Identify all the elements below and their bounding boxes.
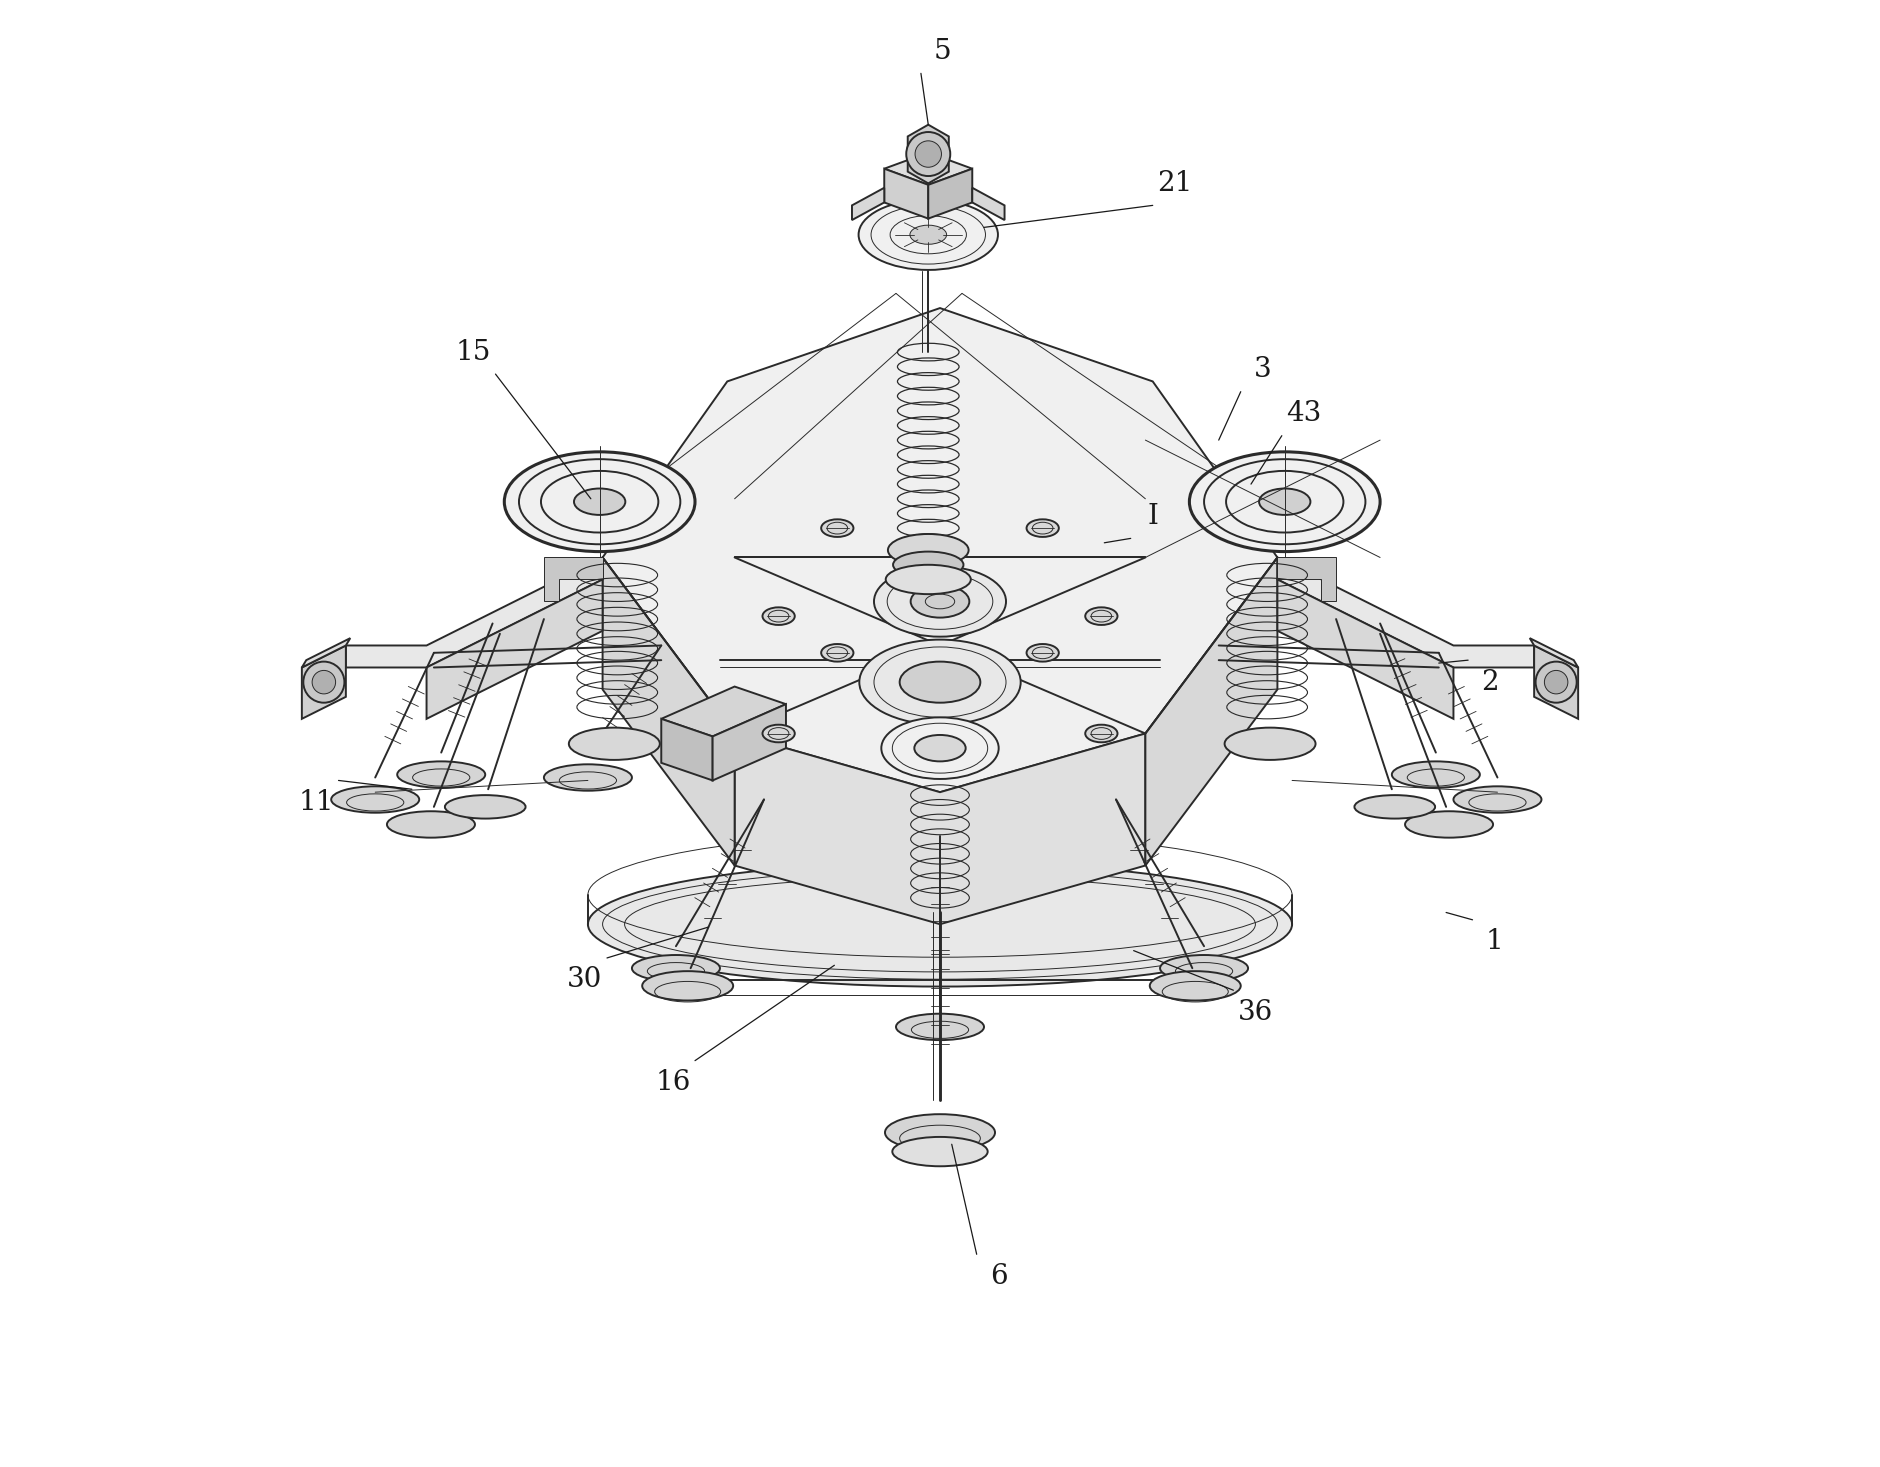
- Text: 1: 1: [1485, 929, 1504, 955]
- Polygon shape: [543, 557, 603, 601]
- Polygon shape: [1277, 557, 1337, 601]
- Text: 43: 43: [1286, 400, 1322, 427]
- Ellipse shape: [874, 566, 1006, 637]
- Ellipse shape: [914, 735, 966, 761]
- Polygon shape: [1277, 557, 1534, 667]
- Ellipse shape: [893, 1137, 987, 1166]
- Text: 11: 11: [299, 789, 335, 816]
- Ellipse shape: [822, 644, 854, 662]
- Polygon shape: [908, 125, 949, 183]
- Polygon shape: [603, 308, 1277, 792]
- Text: 21: 21: [1156, 170, 1192, 197]
- Polygon shape: [735, 734, 1145, 924]
- Ellipse shape: [1085, 725, 1117, 742]
- Polygon shape: [303, 638, 350, 667]
- Ellipse shape: [1085, 607, 1117, 625]
- Ellipse shape: [882, 717, 998, 779]
- Polygon shape: [1534, 645, 1577, 719]
- Polygon shape: [427, 579, 603, 719]
- Ellipse shape: [763, 607, 795, 625]
- Circle shape: [916, 141, 942, 167]
- Text: 36: 36: [1237, 999, 1273, 1025]
- Ellipse shape: [763, 725, 795, 742]
- Ellipse shape: [1453, 786, 1542, 813]
- Ellipse shape: [570, 728, 660, 760]
- Ellipse shape: [331, 786, 419, 813]
- Ellipse shape: [1224, 728, 1316, 760]
- Ellipse shape: [1391, 761, 1480, 788]
- Ellipse shape: [901, 662, 979, 703]
- Text: 3: 3: [1254, 356, 1271, 383]
- Ellipse shape: [893, 552, 963, 578]
- Ellipse shape: [1151, 971, 1241, 1000]
- Polygon shape: [303, 645, 346, 719]
- Ellipse shape: [1404, 811, 1493, 838]
- Ellipse shape: [1026, 519, 1058, 537]
- Ellipse shape: [897, 1014, 983, 1040]
- Polygon shape: [884, 153, 972, 185]
- Text: 6: 6: [991, 1263, 1008, 1289]
- Ellipse shape: [643, 971, 733, 1000]
- Circle shape: [303, 662, 344, 703]
- Ellipse shape: [1026, 644, 1058, 662]
- Ellipse shape: [910, 585, 970, 618]
- Polygon shape: [713, 704, 786, 780]
- Text: 30: 30: [568, 967, 603, 993]
- Text: 2: 2: [1481, 669, 1498, 695]
- Ellipse shape: [822, 519, 854, 537]
- Ellipse shape: [1190, 452, 1380, 552]
- Circle shape: [1536, 662, 1577, 703]
- Polygon shape: [929, 169, 972, 219]
- Ellipse shape: [632, 955, 720, 981]
- Ellipse shape: [859, 200, 998, 270]
- Text: 15: 15: [455, 339, 491, 365]
- Ellipse shape: [885, 1115, 995, 1150]
- Polygon shape: [662, 687, 786, 736]
- Polygon shape: [884, 169, 929, 219]
- Ellipse shape: [885, 565, 970, 594]
- Ellipse shape: [504, 452, 696, 552]
- Polygon shape: [1530, 638, 1577, 667]
- Polygon shape: [852, 188, 884, 220]
- Ellipse shape: [397, 761, 485, 788]
- Ellipse shape: [859, 640, 1021, 725]
- Ellipse shape: [910, 226, 948, 245]
- Polygon shape: [346, 557, 603, 667]
- Text: I: I: [1147, 503, 1158, 530]
- Ellipse shape: [387, 811, 476, 838]
- Ellipse shape: [887, 534, 968, 566]
- Ellipse shape: [588, 863, 1292, 986]
- Polygon shape: [1277, 579, 1453, 719]
- Polygon shape: [603, 557, 735, 866]
- Polygon shape: [972, 188, 1004, 220]
- Ellipse shape: [1160, 955, 1248, 981]
- Ellipse shape: [573, 489, 626, 515]
- Ellipse shape: [1260, 489, 1310, 515]
- Polygon shape: [1145, 557, 1277, 866]
- Polygon shape: [662, 719, 713, 780]
- Ellipse shape: [446, 795, 526, 819]
- Circle shape: [312, 670, 337, 694]
- Text: 5: 5: [934, 38, 951, 65]
- Ellipse shape: [1354, 795, 1434, 819]
- Circle shape: [906, 132, 949, 176]
- Text: 16: 16: [656, 1069, 690, 1096]
- Circle shape: [1543, 670, 1568, 694]
- Ellipse shape: [543, 764, 632, 791]
